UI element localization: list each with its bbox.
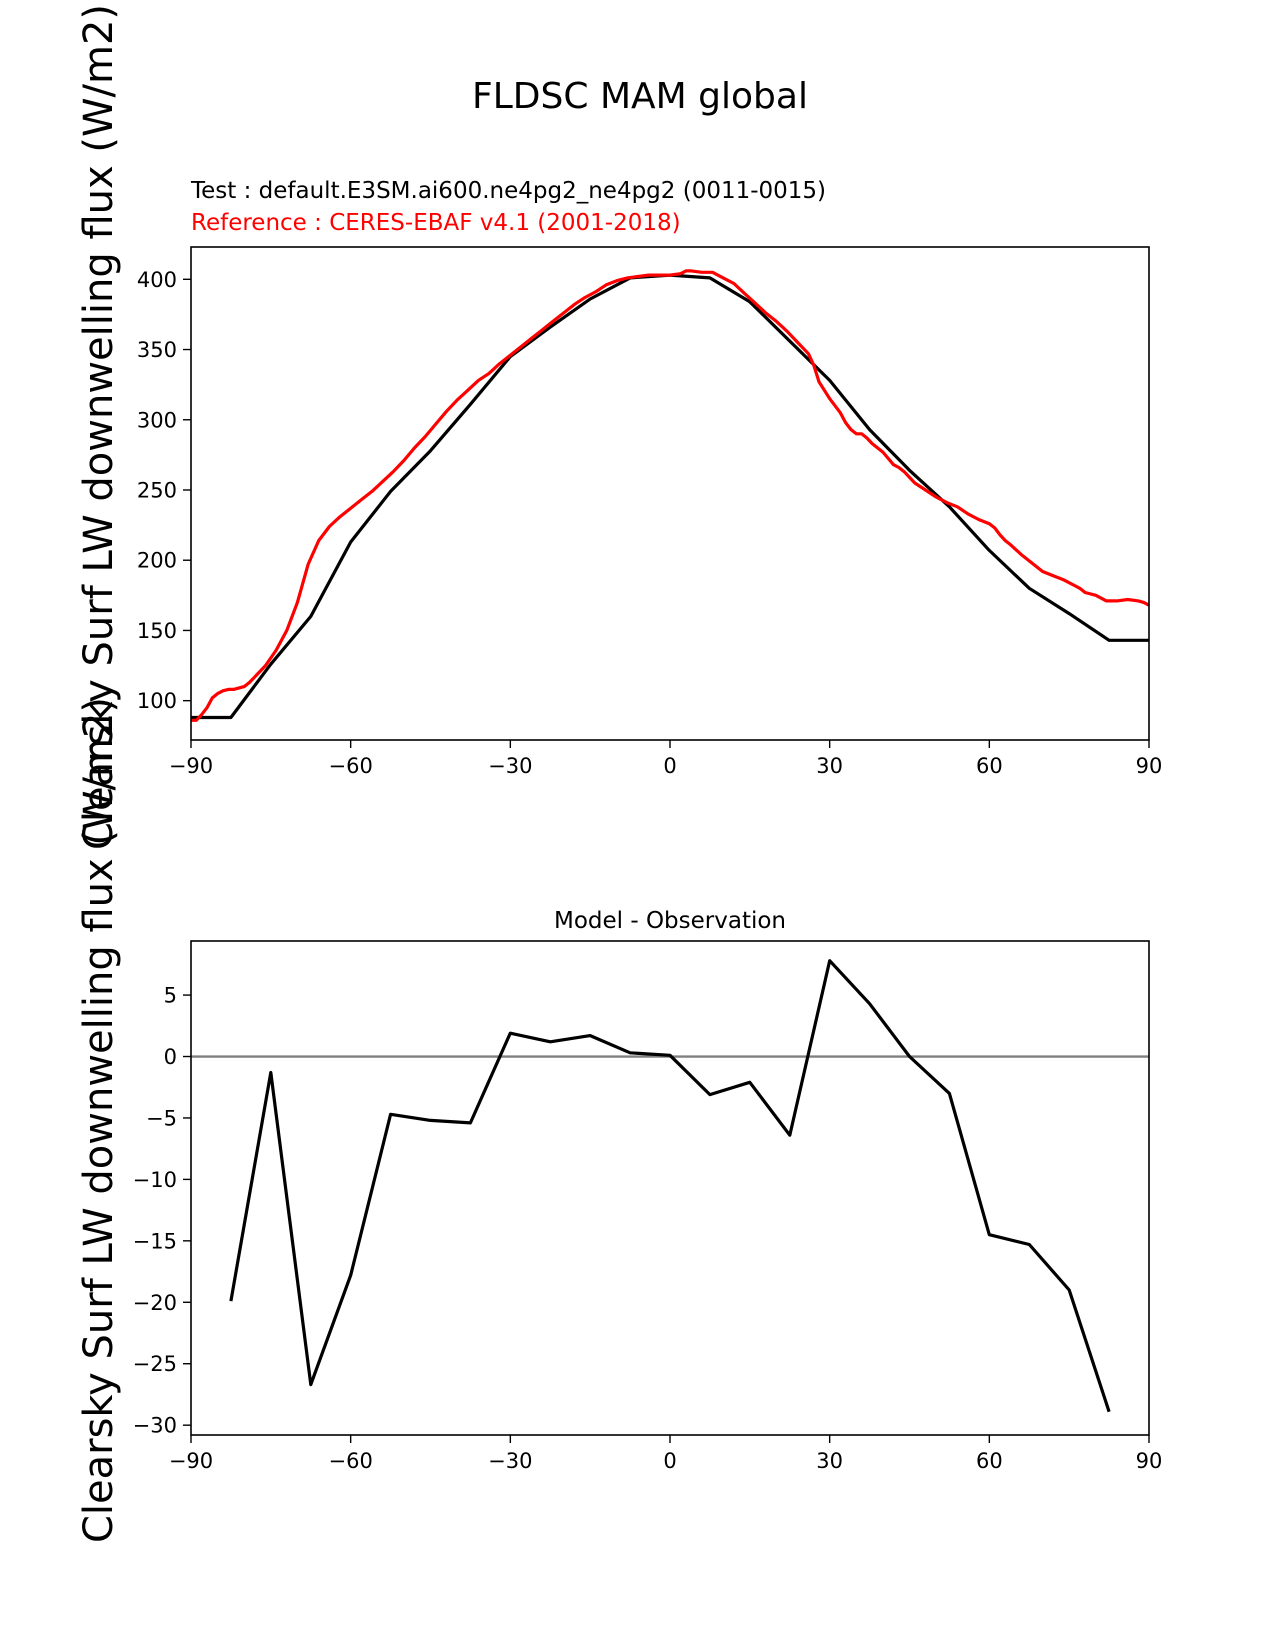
bottom-y-axis-label: Clearsky Surf LW downwelling flux (W/m2) bbox=[76, 697, 122, 1543]
bottom-y-tick-label: 0 bbox=[164, 1045, 177, 1069]
top-x-tick-label: −30 bbox=[488, 754, 532, 778]
bottom-plot-frame bbox=[190, 940, 1150, 1436]
top-plot-frame bbox=[190, 246, 1150, 741]
top-x-tick-label: 90 bbox=[1136, 754, 1163, 778]
bottom-x-tick-label: −90 bbox=[169, 1449, 213, 1473]
top-y-tick-label: 100 bbox=[137, 689, 177, 713]
bottom-panel-title: Model - Observation bbox=[554, 908, 786, 934]
top-x-tick-label: −90 bbox=[169, 754, 213, 778]
reference-label: Reference : CERES-EBAF v4.1 (2001-2018) bbox=[191, 210, 681, 236]
bottom-y-tick-label: −30 bbox=[133, 1414, 177, 1438]
bottom-x-tick-label: −60 bbox=[329, 1449, 373, 1473]
top-y-tick-label: 200 bbox=[137, 549, 177, 573]
bottom-y-tick-label: 5 bbox=[164, 984, 177, 1008]
top-reference-line bbox=[191, 269, 1150, 722]
top-x-tick-label: 60 bbox=[976, 754, 1003, 778]
test-label: Test : default.E3SM.ai600.ne4pg2_ne4pg2 … bbox=[190, 178, 826, 204]
bottom-diff-line bbox=[229, 959, 1111, 1413]
top-y-tick-label: 250 bbox=[137, 478, 177, 502]
bottom-x-tick-label: 30 bbox=[816, 1449, 843, 1473]
top-series-group bbox=[191, 269, 1150, 722]
bottom-panel: Model - Observation Clearsky Surf LW dow… bbox=[76, 697, 1162, 1543]
bottom-y-tick-label: −25 bbox=[133, 1352, 177, 1376]
top-y-tick-label: 400 bbox=[137, 268, 177, 292]
bottom-y-tick-label: −20 bbox=[133, 1291, 177, 1315]
bottom-axis-ticks: −90 −60 −30 0 30 60 90 5 0 −5 −10 −15 −20 −25 −30 bbox=[133, 984, 1163, 1473]
figure-title: FLDSC MAM global bbox=[472, 76, 808, 117]
bottom-x-tick-label: −30 bbox=[488, 1449, 532, 1473]
top-test-line bbox=[191, 273, 1149, 720]
bottom-x-tick-label: 0 bbox=[663, 1449, 676, 1473]
bottom-y-tick-label: −10 bbox=[133, 1168, 177, 1192]
bottom-y-tick-label: −5 bbox=[146, 1106, 177, 1130]
bottom-x-tick-label: 90 bbox=[1136, 1449, 1163, 1473]
bottom-series-group bbox=[191, 959, 1149, 1413]
top-y-tick-label: 150 bbox=[137, 619, 177, 643]
top-x-tick-label: 30 bbox=[816, 754, 843, 778]
top-axis-ticks: −90 −60 −30 0 30 60 90 100 150 200 250 300 350 400 bbox=[137, 268, 1162, 778]
top-panel: Test : default.E3SM.ai600.ne4pg2_ne4pg2 … bbox=[76, 4, 1162, 850]
top-y-axis-label: Clearsky Surf LW downwelling flux (W/m2) bbox=[76, 4, 122, 850]
bottom-x-tick-label: 60 bbox=[976, 1449, 1003, 1473]
bottom-y-tick-label: −15 bbox=[133, 1229, 177, 1253]
top-y-tick-label: 300 bbox=[137, 408, 177, 432]
top-x-tick-label: −60 bbox=[329, 754, 373, 778]
top-y-tick-label: 350 bbox=[137, 338, 177, 362]
top-x-tick-label: 0 bbox=[663, 754, 676, 778]
